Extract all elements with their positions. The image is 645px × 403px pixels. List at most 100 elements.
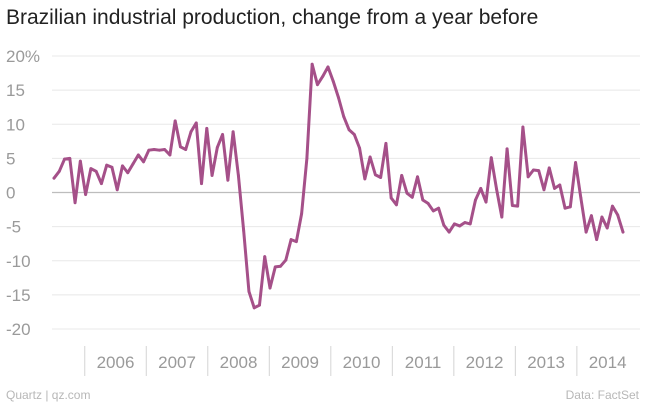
data-point	[305, 156, 309, 160]
data-point	[379, 176, 383, 179]
data-point	[168, 153, 172, 157]
y-tick-label: -5	[6, 218, 21, 237]
data-point	[616, 213, 620, 217]
data-point	[163, 148, 167, 151]
data-point	[247, 290, 251, 293]
data-point	[89, 167, 93, 171]
data-point	[521, 125, 525, 129]
x-tick-label: 2007	[158, 353, 196, 372]
data-point	[489, 156, 493, 160]
data-point	[236, 174, 240, 177]
data-point	[437, 206, 441, 210]
data-point	[221, 133, 224, 136]
data-point	[147, 148, 151, 152]
data-point	[52, 176, 56, 180]
axis-layer: 20% 15 10 5 0 -5 -10 -15 -20 2006 2007 2008 2009 2010…	[6, 47, 627, 376]
data-point	[331, 79, 335, 83]
data-point	[611, 204, 614, 208]
data-point	[405, 191, 409, 195]
data-point	[294, 240, 298, 244]
data-point	[200, 182, 203, 186]
data-point	[600, 215, 604, 219]
data-point	[426, 202, 430, 205]
data-point	[337, 96, 340, 100]
data-point	[421, 198, 425, 202]
data-point	[347, 128, 351, 132]
data-point	[231, 130, 235, 134]
data-point	[100, 182, 103, 186]
data-point	[526, 175, 530, 179]
y-tick-label: 0	[6, 184, 15, 203]
data-point	[516, 204, 520, 208]
data-point	[121, 164, 124, 168]
data-point	[568, 205, 572, 209]
data-point	[226, 178, 230, 182]
data-point	[84, 193, 88, 196]
data-point	[605, 226, 609, 230]
data-point	[105, 163, 109, 167]
data-point	[553, 187, 556, 190]
data-point	[179, 145, 182, 149]
data-point	[479, 187, 483, 190]
data-point	[142, 160, 145, 164]
data-point	[505, 147, 509, 151]
y-tick-label: -10	[6, 252, 31, 271]
data-point	[474, 198, 477, 202]
x-tick-label: 2011	[405, 353, 442, 372]
x-tick-label: 2010	[343, 353, 381, 372]
data-point	[589, 214, 593, 218]
data-point	[321, 75, 325, 78]
data-point	[68, 156, 72, 160]
data-point	[468, 222, 472, 226]
data-point	[484, 200, 488, 204]
x-tick-label: 2008	[220, 353, 258, 372]
data-point	[547, 166, 551, 170]
grid-layer	[52, 55, 640, 330]
data-point	[157, 148, 161, 152]
data-point	[63, 157, 66, 161]
data-point	[284, 258, 288, 262]
data-point	[584, 230, 588, 234]
data-point	[289, 238, 293, 241]
y-tick-label: 10	[6, 115, 25, 134]
data-point	[210, 174, 214, 177]
data-point	[78, 159, 82, 163]
data-point	[384, 141, 388, 145]
data-point	[268, 286, 272, 290]
data-point	[73, 201, 77, 205]
data-point	[342, 115, 346, 119]
data-point	[532, 168, 535, 172]
data-point	[194, 121, 198, 125]
data-point	[152, 148, 156, 151]
data-point	[558, 183, 562, 187]
data-point	[463, 221, 467, 224]
data-point	[579, 196, 583, 200]
x-tick-label: 2014	[589, 353, 627, 372]
data-point	[542, 188, 546, 192]
data-point	[215, 146, 219, 149]
data-point	[395, 203, 398, 207]
data-point	[126, 171, 130, 175]
data-point	[115, 188, 119, 192]
series-line	[52, 62, 625, 310]
data-point	[242, 229, 246, 233]
data-point	[279, 264, 282, 268]
data-point	[184, 148, 188, 151]
data-point	[368, 155, 372, 159]
data-point	[431, 209, 435, 213]
x-tick-label: 2009	[281, 353, 319, 372]
data-point	[595, 238, 599, 241]
y-tick-label: 15	[6, 81, 25, 100]
data-point	[173, 119, 177, 123]
x-tick-label: 2006	[97, 353, 135, 372]
data-point	[263, 255, 267, 259]
data-point	[136, 153, 140, 157]
data-point	[300, 212, 304, 216]
y-tick-label: 5	[6, 149, 15, 168]
data-point	[94, 169, 98, 173]
data-point	[442, 223, 446, 227]
data-point	[110, 165, 114, 169]
x-tick-label: 2013	[527, 353, 565, 372]
data-point	[500, 215, 504, 219]
